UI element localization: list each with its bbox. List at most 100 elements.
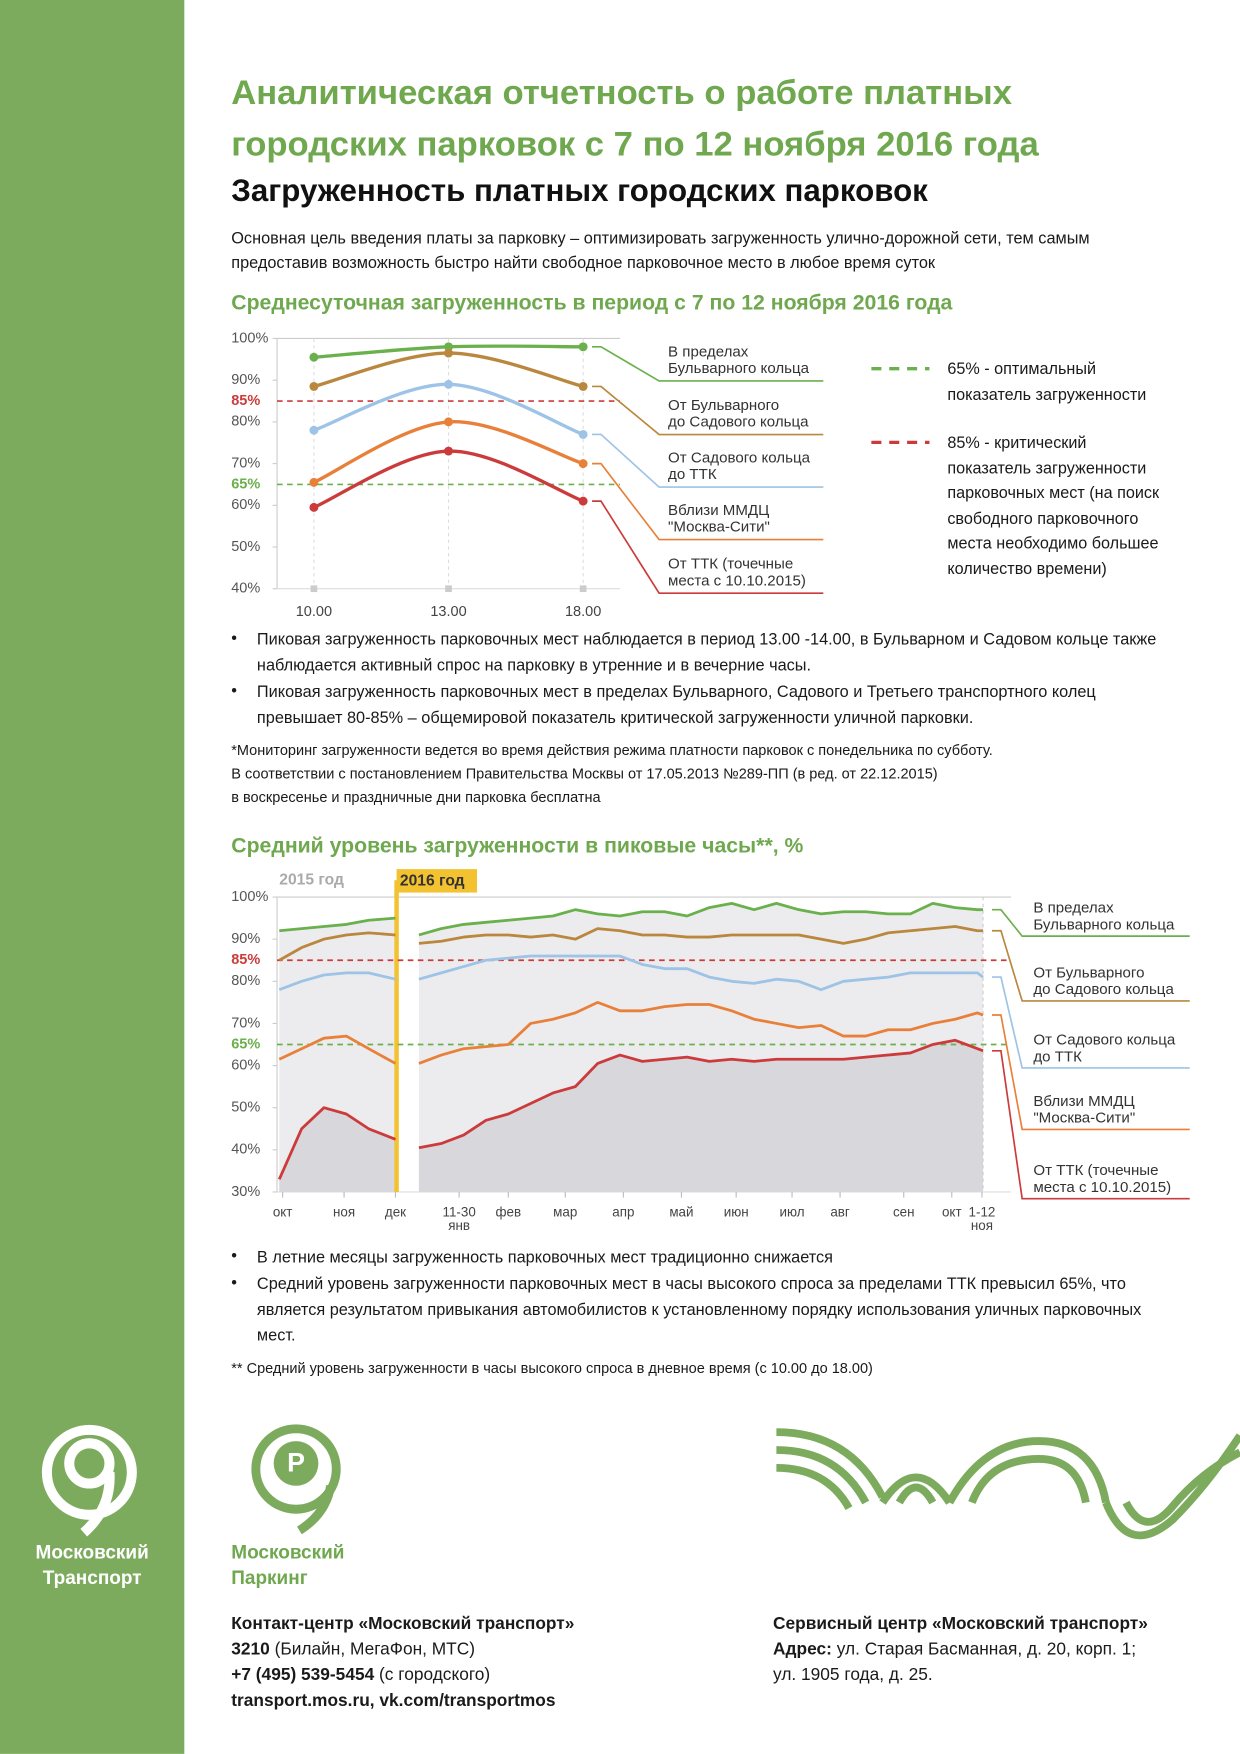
- point: [309, 502, 319, 512]
- point: [444, 348, 453, 358]
- legend-connector: [592, 462, 824, 541]
- legend-connector: [592, 345, 824, 382]
- x-tick-label: 10.00: [296, 604, 332, 620]
- point: [578, 429, 588, 439]
- y-tick-label: 30%: [231, 1184, 260, 1200]
- legend-connector: [991, 1014, 1190, 1131]
- address-label: Адрес:: [773, 1639, 832, 1659]
- title: Аналитическая отчетность о работе платны…: [231, 72, 1039, 164]
- legend-connector: [592, 385, 824, 436]
- bullet: Средний уровень загруженности парковочны…: [256, 1275, 1142, 1346]
- x-tick-label: окт: [272, 1204, 293, 1220]
- point: [309, 477, 319, 487]
- chart-title: Среднесуточная загруженность в период с …: [231, 291, 953, 316]
- x-tick-label: дек: [384, 1204, 407, 1220]
- point: [578, 381, 588, 391]
- legend-connector: [592, 433, 824, 488]
- bullet: В летние месяцы загруженность парковочны…: [256, 1248, 834, 1267]
- legend-connector: [991, 1049, 1190, 1200]
- series-area: [418, 1040, 984, 1192]
- address: ул. Старая Басманная, д. 20, корп. 1;: [831, 1639, 1137, 1659]
- service: Сервисный центр «Московский транспорт» А…: [773, 1611, 1148, 1688]
- x-tick-label: мар: [553, 1204, 578, 1220]
- subtitle: Загруженность платных городских парковок: [231, 173, 928, 208]
- bullet-dot: •: [231, 1247, 237, 1266]
- point: [309, 425, 319, 435]
- series-line: [278, 925, 984, 962]
- x-tick-label: апр: [612, 1204, 635, 1220]
- intro: Основная цель введения платы за парковку…: [231, 230, 1090, 273]
- legend-label: От Бульварного до Садового кольца: [1033, 964, 1174, 998]
- point: [444, 446, 453, 456]
- y-tick-label: 80%: [231, 973, 260, 989]
- y-tick-label: 90%: [231, 931, 260, 947]
- x-tick-label: июн: [723, 1204, 749, 1220]
- point: [444, 379, 453, 389]
- period-label: 2015 год: [279, 871, 344, 888]
- bullet-dot: •: [231, 1274, 237, 1293]
- contacts: Контакт-центр «Московский транспорт» 321…: [231, 1611, 574, 1714]
- legend-connector: [991, 908, 1190, 937]
- bullet-dot: •: [231, 630, 237, 648]
- logo-p: P: [287, 1448, 305, 1478]
- x-tick-label: май: [669, 1204, 694, 1220]
- reference-description: 85% - критический показатель загруженнос…: [947, 434, 1160, 579]
- legend-connector: [991, 929, 1190, 1002]
- y-tick-label: 50%: [231, 1100, 260, 1116]
- footnote: ** Средний уровень загруженности в часы …: [231, 1359, 873, 1377]
- x-tick-square: [310, 585, 318, 593]
- legend-label: Вблизи ММДЦ "Москва-Сити": [1033, 1092, 1136, 1127]
- legend-connector: [991, 976, 1190, 1069]
- y-tick-label: 50%: [231, 539, 260, 555]
- address-line: ул. 1905 года, д. 25.: [773, 1665, 933, 1685]
- legend-label: В пределах Бульварного кольца: [1033, 899, 1175, 933]
- reference-label: 65%: [231, 1036, 260, 1052]
- x-tick-label: авг: [830, 1204, 850, 1220]
- footnote: *Мониторинг загруженности ведется во вре…: [231, 741, 993, 806]
- x-tick-label: 18.00: [565, 604, 601, 620]
- sidebar: [0, 0, 185, 1754]
- bullet: Пиковая загруженность парковочных мест в…: [256, 683, 1096, 728]
- reference-label: 65%: [231, 476, 260, 492]
- y-tick-label: 90%: [231, 372, 260, 388]
- logo-transport-text: Московский Транспорт: [35, 1541, 149, 1589]
- x-tick-square: [579, 585, 587, 593]
- legend-label: От Бульварного до Садового кольца: [668, 396, 809, 431]
- phone: +7 (495) 539-5454: [231, 1665, 375, 1685]
- service-title: Сервисный центр «Московский транспорт»: [773, 1614, 1148, 1634]
- legend-connector: [592, 500, 824, 595]
- point: [309, 352, 319, 362]
- legend-label: От ТТК (точечные места с 10.10.2015): [1033, 1161, 1172, 1196]
- series-line: [279, 901, 984, 937]
- x-tick-label: фев: [495, 1204, 522, 1220]
- x-tick-label: сен: [892, 1204, 915, 1220]
- x-tick-label: окт: [941, 1204, 962, 1220]
- y-tick-label: 100%: [231, 330, 268, 346]
- period-label: 2016 год: [400, 873, 465, 890]
- series-line: [278, 954, 984, 992]
- bullet: Пиковая загруженность парковочных мест н…: [256, 631, 1157, 675]
- contact-line: 3210 (Билайн, МегаФон, МТС): [231, 1637, 574, 1663]
- y-tick-label: 100%: [231, 889, 268, 905]
- y-tick-label: 60%: [231, 1057, 260, 1073]
- y-tick-label: 40%: [231, 1142, 260, 1158]
- point: [578, 496, 588, 506]
- point: [444, 417, 453, 427]
- legend-label: От Садового кольца до ТТК: [668, 449, 810, 483]
- y-tick-label: 70%: [231, 1015, 260, 1031]
- phone-note: (с городского): [374, 1665, 491, 1685]
- x-tick-label: 11-30 янв: [442, 1204, 476, 1234]
- legend-label: Вблизи ММДЦ "Москва-Сити": [668, 501, 770, 536]
- waves-pattern: [776, 1428, 1240, 1540]
- series-line: [278, 1000, 984, 1065]
- sites: transport.mos.ru, vk.com/transportmos: [231, 1691, 556, 1711]
- logo-parking-icon: P: [251, 1424, 341, 1535]
- point: [444, 342, 453, 352]
- reference-label: 85%: [231, 393, 260, 409]
- point: [578, 459, 588, 469]
- logo-parking-text: Московский Паркинг: [231, 1541, 345, 1589]
- x-tick-label: июл: [779, 1204, 805, 1220]
- period-badge: [396, 869, 478, 893]
